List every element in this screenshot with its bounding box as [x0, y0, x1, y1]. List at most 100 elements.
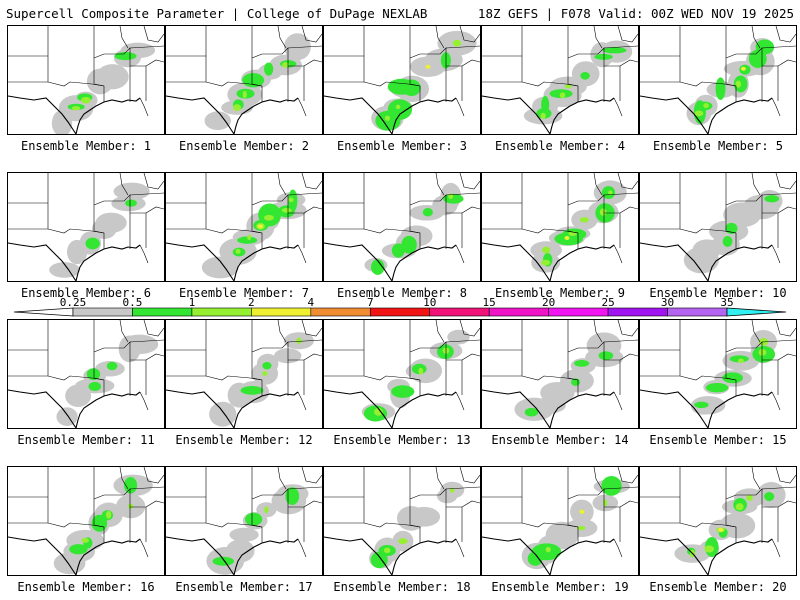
state-border: [297, 391, 307, 411]
ensemble-member-map: [481, 466, 639, 576]
coastline: [324, 95, 457, 134]
state-border: [775, 320, 796, 337]
state-border: [93, 173, 105, 249]
state-border: [455, 538, 465, 558]
state-border: [762, 359, 779, 395]
scp-contour-gray: [209, 401, 237, 427]
ensemble-member-label: Ensemble Member: 4: [494, 139, 626, 153]
state-border: [761, 45, 796, 49]
legend-color-bin: [132, 307, 193, 317]
state-border: [166, 522, 263, 528]
state-border: [455, 244, 465, 264]
state-border: [445, 45, 480, 49]
ensemble-member-label: Ensemble Member: 8: [336, 286, 468, 300]
state-border: [251, 26, 263, 102]
state-border: [482, 375, 579, 381]
state-border: [8, 375, 105, 381]
scp-contour-green: [574, 359, 590, 367]
state-border: [775, 467, 796, 484]
ensemble-member-map: [639, 466, 797, 576]
scp-contour-green: [371, 259, 385, 275]
scp-contour-lightgreen: [758, 349, 767, 356]
state-border: [143, 467, 164, 484]
scp-map-svg: [640, 173, 796, 281]
legend-tick-label: 0.5: [123, 296, 143, 309]
state-border: [613, 538, 623, 558]
ensemble-member-map: [323, 466, 481, 576]
scp-contour-green: [764, 195, 780, 203]
state-border: [751, 26, 761, 49]
scp-contour-green: [443, 193, 464, 204]
state-border: [777, 206, 796, 214]
scp-contour-green: [262, 362, 272, 370]
coastline: [482, 536, 615, 575]
state-border: [461, 500, 480, 508]
scp-contour-yellow: [718, 527, 724, 532]
legend-tick-label: 2: [248, 296, 255, 309]
scp-contour-green: [212, 556, 235, 566]
state-border: [139, 97, 149, 117]
scp-contour-lightgreen: [542, 246, 551, 254]
scp-contour-green: [422, 208, 433, 217]
scp-contour-green: [531, 543, 562, 561]
scp-contour-green: [601, 476, 622, 496]
scp-contour-gray: [284, 33, 311, 61]
state-border: [461, 59, 480, 67]
ensemble-member-map: [639, 172, 797, 282]
scp-contour-gray: [96, 64, 129, 90]
scp-contour-lightgreen: [235, 248, 241, 254]
scp-contour-lightgreen: [545, 546, 551, 553]
ensemble-member-label: Ensemble Member: 17: [175, 580, 313, 594]
state-border: [761, 192, 796, 196]
state-border: [287, 339, 322, 343]
state-border: [409, 494, 421, 500]
state-border: [482, 81, 579, 87]
legend-tick-label: 4: [308, 296, 315, 309]
state-border: [143, 320, 164, 337]
state-border: [301, 467, 322, 484]
state-border: [8, 522, 105, 528]
state-border: [725, 494, 737, 500]
state-border: [119, 173, 129, 196]
scp-map-svg: [8, 173, 164, 281]
state-border: [593, 467, 603, 490]
ensemble-member-map: [323, 172, 481, 282]
state-border: [420, 194, 447, 249]
scp-contour-lightgreen: [282, 62, 290, 68]
state-border: [762, 506, 779, 542]
legend-tick-label: 1: [189, 296, 196, 309]
ensemble-member-map: [323, 319, 481, 429]
legend-tick-label: 30: [661, 296, 674, 309]
coastline: [8, 389, 141, 428]
legend-color-bin: [310, 307, 371, 317]
ensemble-member-map: [481, 319, 639, 429]
scp-contour-green: [402, 79, 421, 96]
state-border: [129, 192, 164, 196]
state-border: [8, 81, 105, 87]
state-border: [129, 45, 164, 49]
legend-tick-label: 15: [483, 296, 496, 309]
scp-contour-lightgreen: [247, 234, 252, 241]
state-border: [567, 494, 579, 500]
legend-color-bin: [429, 307, 490, 317]
state-border: [725, 53, 737, 59]
scp-contour-lightgreen: [735, 503, 744, 511]
state-border: [578, 47, 605, 102]
ensemble-member-map: [165, 172, 323, 282]
scp-contour-green: [242, 73, 265, 88]
state-border: [751, 320, 761, 343]
coastline: [640, 242, 773, 281]
state-border: [604, 506, 621, 542]
scp-contour-green: [85, 237, 100, 250]
state-border: [143, 173, 164, 190]
scp-contour-green: [580, 71, 590, 80]
ensemble-member-map: [165, 319, 323, 429]
state-border: [409, 320, 421, 396]
state-border: [277, 320, 287, 343]
scp-contour-lightgreen: [296, 337, 302, 344]
ensemble-member-map: [7, 466, 165, 576]
state-border: [130, 359, 147, 395]
scp-contour-green: [705, 383, 729, 393]
scp-contour-green: [124, 476, 138, 494]
state-border: [640, 81, 737, 87]
